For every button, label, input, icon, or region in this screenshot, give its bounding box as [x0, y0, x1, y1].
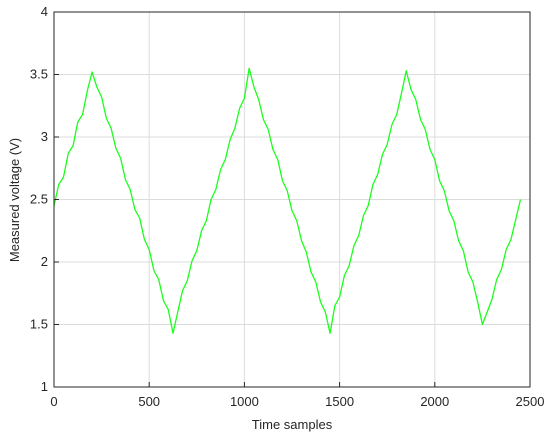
y-axis-label: Measured voltage (V): [7, 138, 22, 262]
y-tick-label: 3.5: [30, 67, 48, 82]
x-tick-label: 1000: [230, 394, 259, 409]
y-tick-label: 1: [41, 379, 48, 394]
x-tick-label: 2500: [516, 394, 545, 409]
x-tick-label: 1500: [325, 394, 354, 409]
y-tick-label: 2.5: [30, 192, 48, 207]
x-tick-label: 0: [50, 394, 57, 409]
y-tick-label: 1.5: [30, 317, 48, 332]
grid: [53, 11, 531, 388]
y-tick-label: 3: [41, 129, 48, 144]
plot: [53, 67, 522, 334]
y-tick-label: 2: [41, 254, 48, 269]
x-axis-label: Time samples: [252, 417, 333, 432]
x-tick-label: 2000: [420, 394, 449, 409]
y-tick-label: 4: [41, 4, 48, 19]
x-tick-label: 500: [138, 394, 160, 409]
data-line: [53, 67, 522, 334]
